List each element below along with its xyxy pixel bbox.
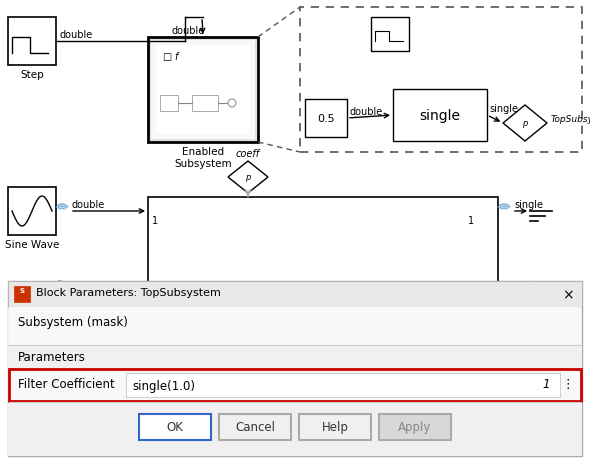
Bar [393,90,487,142]
Text: single(1.0): single(1.0) [132,379,195,392]
Bar [9,369,581,401]
Text: 1: 1 [468,216,474,225]
Bar [148,38,258,143]
Text: 1: 1 [542,377,550,390]
Bar [299,414,371,440]
Text: single: single [489,104,518,114]
Text: Step: Step [20,70,44,80]
Bar [8,282,582,307]
Bar [8,18,56,66]
Text: Cancel: Cancel [235,420,275,433]
Bar [371,18,409,52]
Text: 0.5: 0.5 [317,114,335,124]
Bar [9,403,581,455]
Text: □ $\mathit{f}$: □ $\mathit{f}$ [162,50,181,63]
Text: single: single [514,200,543,210]
Text: Enabled
Subsystem: Enabled Subsystem [174,147,232,168]
Text: TopSubsystem.coeff: TopSubsystem.coeff [551,115,590,124]
Text: S: S [19,288,25,294]
Text: Help: Help [322,420,349,433]
Polygon shape [228,162,268,194]
Text: p: p [245,173,251,182]
Bar [148,198,498,297]
Bar [156,46,250,135]
Bar [9,307,581,345]
Bar [151,41,255,140]
Text: coeff: coeff [236,149,260,159]
Text: double: double [349,107,382,117]
Bar [139,414,211,440]
Bar [192,96,218,112]
Text: double: double [59,30,92,40]
Text: double: double [171,26,205,36]
Text: ⋮: ⋮ [562,377,574,390]
Bar [300,8,582,153]
Text: OK: OK [166,420,183,433]
Text: double: double [72,200,105,210]
Text: Filter Coefficient: Filter Coefficient [18,377,114,390]
Bar [8,282,582,456]
Bar [379,414,451,440]
Text: Block Parameters: TopSubsystem: Block Parameters: TopSubsystem [36,288,221,297]
Text: Parameters: Parameters [18,350,86,363]
Bar [126,373,560,397]
Text: Sine Wave: Sine Wave [5,239,59,250]
Circle shape [228,100,236,108]
Text: ×: × [562,288,574,301]
Text: 1: 1 [152,216,158,225]
Text: Subsystem (mask): Subsystem (mask) [18,315,128,328]
Text: TopSubsystem: TopSubsystem [286,301,360,311]
Text: Apply: Apply [398,420,432,433]
Text: single: single [419,109,461,123]
Bar [8,307,582,456]
Bar [219,414,291,440]
Bar [160,96,178,112]
Bar [8,188,56,236]
Polygon shape [503,106,547,142]
Bar [9,346,581,368]
Text: p: p [522,119,527,128]
Bar [14,287,30,302]
Bar [305,100,347,138]
